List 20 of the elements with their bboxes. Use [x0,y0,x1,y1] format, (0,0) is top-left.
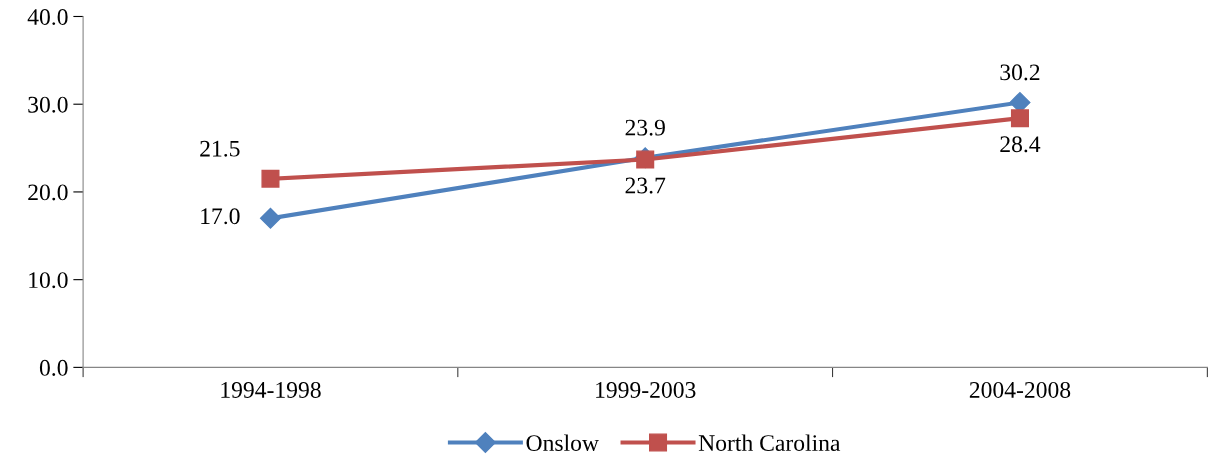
y-tick-label: 40.0 [27,8,68,26]
point [636,150,655,169]
y-tick-label: 30.0 [28,96,68,113]
point [259,207,281,229]
data-label: 30.2 [1000,64,1040,81]
data-label: 23.7 [625,177,666,194]
point [261,169,280,188]
y-tick-label: 10.0 [29,272,68,289]
point [1010,109,1029,128]
data-label: 17.0 [201,208,240,225]
data-label: 21.5 [200,140,240,157]
y-tick-label: 20.0 [28,184,68,201]
x-tick-label: 1994-1998 [221,381,321,398]
data-label: 28.4 [1000,136,1041,153]
y-tick-label: 0.0 [39,359,68,376]
legend-label: North Carolina [698,434,841,452]
x-tick-label: 2004-2008 [969,381,1071,398]
data-label: 23.9 [625,119,665,136]
legend-label: Onslow [526,434,599,452]
x-tick-label: 1999-2003 [596,381,696,398]
